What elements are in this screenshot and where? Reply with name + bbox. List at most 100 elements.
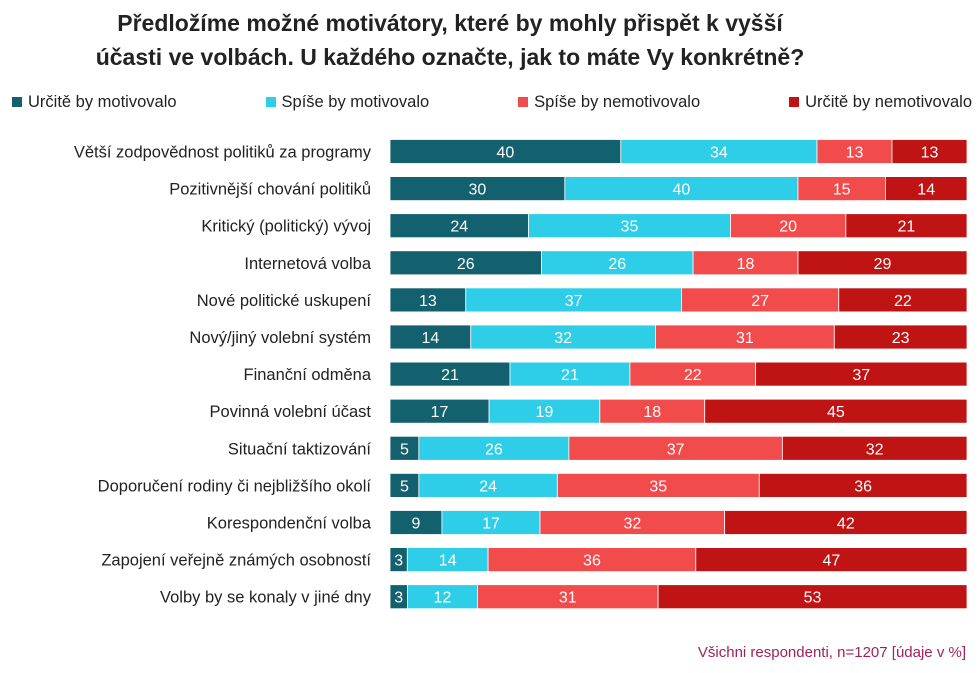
data-label: 45 bbox=[827, 404, 845, 421]
data-label: 26 bbox=[457, 256, 475, 273]
data-label: 14 bbox=[421, 330, 439, 347]
data-label: 31 bbox=[736, 330, 754, 347]
data-label: 22 bbox=[894, 293, 912, 310]
data-label: 15 bbox=[833, 182, 851, 199]
bar-segment bbox=[599, 398, 706, 424]
data-label: 12 bbox=[434, 590, 452, 607]
data-label: 24 bbox=[479, 478, 497, 495]
data-label: 35 bbox=[621, 219, 639, 236]
data-label: 19 bbox=[536, 404, 554, 421]
category-label: Finanční odměna bbox=[244, 366, 372, 384]
bar-segment bbox=[695, 547, 968, 572]
bar-segment bbox=[389, 398, 490, 424]
legend-swatch bbox=[518, 97, 529, 107]
chart-title: Předložíme možné motivátory, které by mo… bbox=[20, 6, 880, 74]
footnote: Všichni respondenti, n=1207 [údaje v %] bbox=[697, 644, 966, 661]
category-label: Větší zodpovědnost politiků za programy bbox=[74, 144, 372, 162]
bar-segment bbox=[389, 435, 420, 461]
data-label: 5 bbox=[400, 478, 409, 495]
data-label: 21 bbox=[441, 367, 459, 384]
bar-segment bbox=[629, 361, 757, 387]
bar-segment bbox=[730, 213, 847, 239]
legend-item-urcite-nemotivovalo: Určitě by nemotivovalo bbox=[789, 93, 972, 112]
bar-segment bbox=[477, 584, 659, 610]
bar-segment bbox=[418, 435, 570, 461]
data-label: 14 bbox=[439, 553, 457, 570]
data-label: 32 bbox=[623, 516, 641, 533]
legend-swatch bbox=[265, 97, 276, 107]
data-label: 3 bbox=[394, 553, 403, 570]
data-label: 17 bbox=[431, 404, 449, 421]
data-label: 13 bbox=[846, 145, 864, 162]
data-label: 9 bbox=[412, 516, 421, 533]
category-label: Situační taktizování bbox=[228, 440, 371, 458]
bar-segment bbox=[568, 435, 783, 461]
bar-segment bbox=[528, 213, 731, 239]
bar-segment bbox=[655, 324, 835, 350]
data-label: 42 bbox=[837, 516, 855, 533]
category-label: Nový/jiný volební systém bbox=[189, 329, 371, 347]
bar-segment bbox=[797, 250, 968, 276]
legend-label: Určitě by nemotivovalo bbox=[805, 92, 972, 111]
chart-title-line-1: Předložíme možné motivátory, které by mo… bbox=[117, 10, 783, 36]
bar-segment bbox=[758, 472, 968, 498]
data-label: 3 bbox=[394, 590, 403, 607]
bar-segment bbox=[781, 435, 968, 461]
data-label: 5 bbox=[400, 441, 409, 458]
bar-segment bbox=[838, 287, 968, 313]
category-label: Internetová volba bbox=[244, 255, 371, 273]
data-label: 35 bbox=[649, 478, 667, 495]
category-label: Pozitivnější chování politiků bbox=[169, 181, 371, 199]
data-label: 26 bbox=[608, 256, 626, 273]
legend-label: Určitě by motivovalo bbox=[28, 92, 177, 111]
legend-label: Spíše by nemotivovalo bbox=[534, 92, 701, 111]
bar-segment bbox=[833, 324, 968, 350]
data-label: 36 bbox=[583, 553, 601, 570]
bar-segment bbox=[389, 324, 472, 350]
bar-segment bbox=[389, 472, 420, 498]
bar-segment bbox=[564, 176, 799, 202]
data-label: 18 bbox=[737, 256, 755, 273]
bar-segment bbox=[797, 176, 886, 202]
data-label: 23 bbox=[892, 330, 910, 347]
data-label: 13 bbox=[921, 145, 939, 162]
data-label: 29 bbox=[874, 256, 892, 273]
bar-segment bbox=[724, 510, 968, 535]
data-label: 22 bbox=[684, 367, 702, 384]
bar-segment bbox=[885, 176, 968, 202]
bar-segment bbox=[465, 287, 682, 313]
data-label: 20 bbox=[779, 219, 797, 236]
legend-label: Spíše by motivovalo bbox=[281, 92, 430, 111]
bar-segment bbox=[487, 547, 697, 572]
bar-segment bbox=[845, 213, 968, 239]
category-label: Doporučení rodiny či nejbližšího okolí bbox=[98, 477, 372, 495]
data-label: 37 bbox=[565, 293, 583, 310]
data-label: 13 bbox=[419, 293, 437, 310]
data-label: 32 bbox=[554, 330, 572, 347]
legend-item-spise-nemotivovalo: Spíše by nemotivovalo bbox=[518, 93, 700, 112]
data-label: 18 bbox=[643, 404, 661, 421]
bar-segment bbox=[816, 139, 893, 164]
data-label: 27 bbox=[751, 293, 769, 310]
data-label: 47 bbox=[823, 553, 841, 570]
bar-segment bbox=[692, 250, 799, 276]
category-label: Volby by se konaly v jiné dny bbox=[160, 589, 372, 607]
bar-segment bbox=[891, 139, 968, 164]
bar-segment bbox=[488, 398, 601, 424]
data-label: 14 bbox=[917, 182, 935, 199]
category-label: Zapojení veřejně známých osobností bbox=[101, 552, 371, 570]
bar-segment bbox=[755, 361, 968, 387]
bar-segment bbox=[657, 584, 968, 610]
data-label: 40 bbox=[497, 145, 515, 162]
data-label: 24 bbox=[450, 219, 468, 236]
bar-segment bbox=[389, 287, 467, 313]
bar-segment bbox=[406, 547, 489, 572]
data-label: 53 bbox=[804, 590, 822, 607]
data-label: 32 bbox=[866, 441, 884, 458]
data-label: 37 bbox=[852, 367, 870, 384]
bar-segment bbox=[509, 361, 631, 387]
category-label: Korespondenční volba bbox=[207, 515, 372, 533]
data-label: 31 bbox=[559, 590, 577, 607]
bar-segment bbox=[541, 250, 694, 276]
data-label: 37 bbox=[667, 441, 685, 458]
